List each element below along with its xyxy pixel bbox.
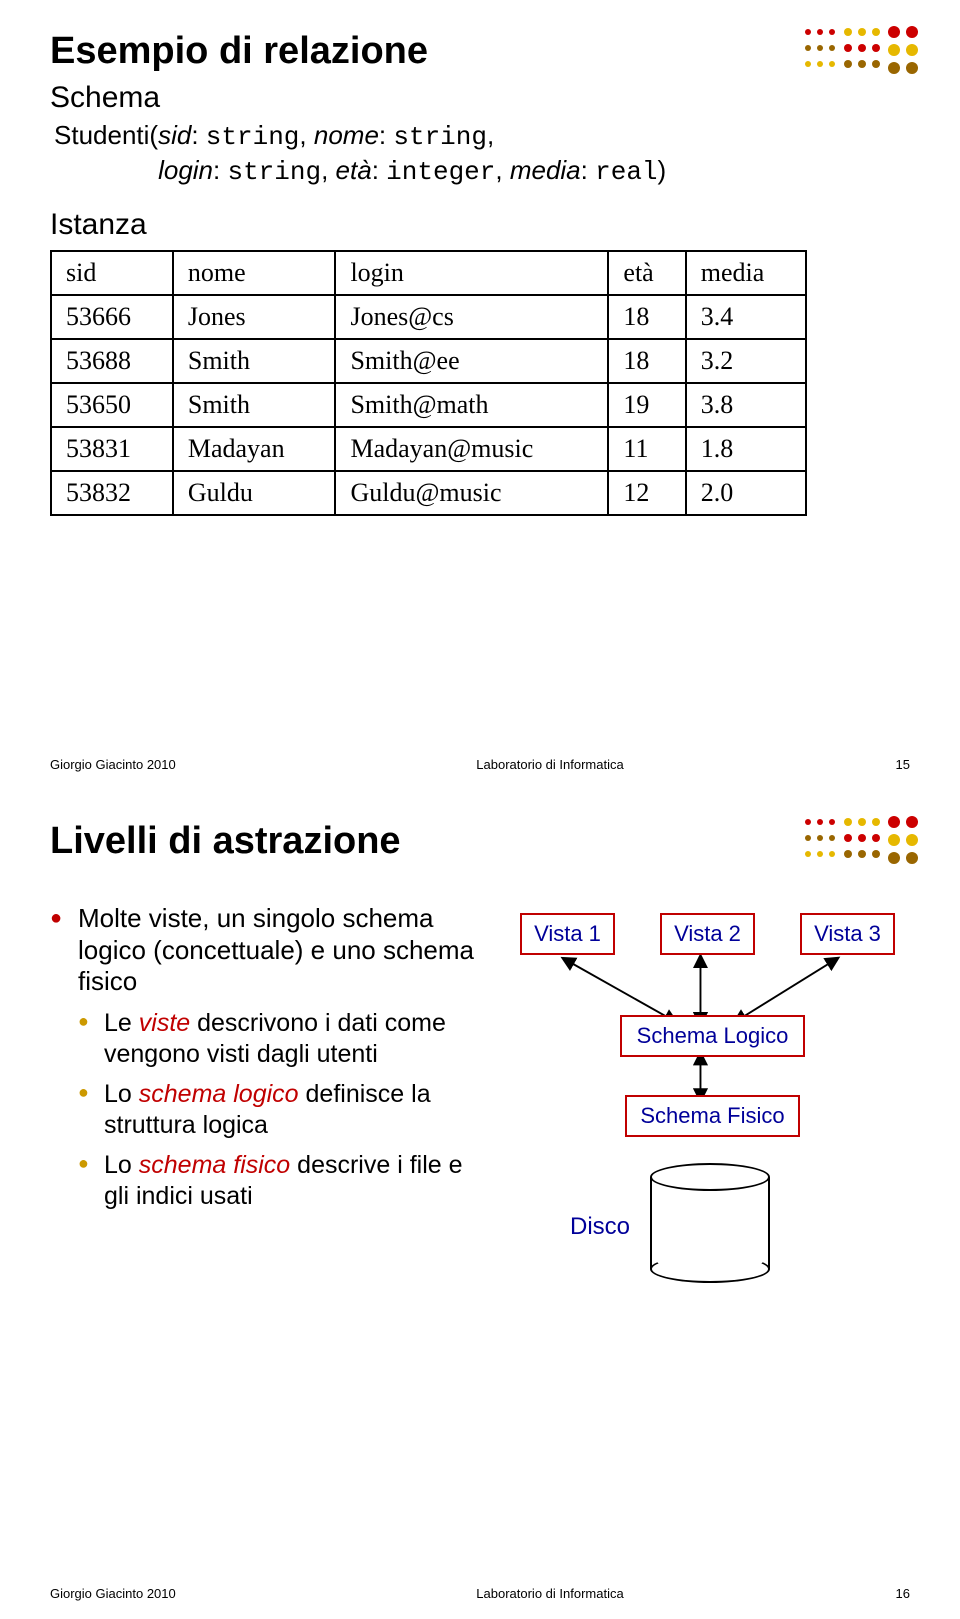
table-cell: Smith xyxy=(173,339,336,383)
sub3-em: schema fisico xyxy=(139,1151,290,1179)
slide-title: Esempio di relazione xyxy=(50,30,910,73)
footer-title: Laboratorio di Informatica xyxy=(250,757,850,772)
col-nome: nome xyxy=(173,251,336,295)
table-cell: 53666 xyxy=(51,295,173,339)
abstraction-diagram: Vista 1 Vista 2 Vista 3 Schema Logico Sc… xyxy=(510,903,910,1323)
col-sid: sid xyxy=(51,251,173,295)
table-cell: 53832 xyxy=(51,471,173,515)
schema-label: Schema xyxy=(50,81,910,115)
table-cell: 3.2 xyxy=(686,339,806,383)
sub2-pre: Lo xyxy=(104,1080,139,1108)
sub1-pre: Le xyxy=(104,1009,139,1037)
table-cell: Jones@cs xyxy=(335,295,608,339)
slide-footer: Giorgio Giacinto 2010 Laboratorio di Inf… xyxy=(50,757,910,772)
slide-1: Esempio di relazione Schema Studenti(sid… xyxy=(0,0,960,790)
table-row: 53688SmithSmith@ee183.2 xyxy=(51,339,806,383)
table-cell: Smith@ee xyxy=(335,339,608,383)
table-cell: Madayan xyxy=(173,427,336,471)
footer-author: Giorgio Giacinto 2010 xyxy=(50,757,250,772)
table-cell: Guldu@music xyxy=(335,471,608,515)
table-cell: 53650 xyxy=(51,383,173,427)
table-cell: 18 xyxy=(608,295,685,339)
table-row: 53650SmithSmith@math193.8 xyxy=(51,383,806,427)
table-cell: 1.8 xyxy=(686,427,806,471)
disk-icon xyxy=(650,1163,770,1283)
instance-table: sid nome login età media 53666JonesJones… xyxy=(50,250,807,516)
slide-footer: Giorgio Giacinto 2010 Laboratorio di Inf… xyxy=(50,1586,910,1601)
schema-text-line2: login: string, età: integer, media: real… xyxy=(158,155,666,185)
bullet-main-text: Molte viste, un singolo schema logico (c… xyxy=(78,903,474,996)
table-cell: 18 xyxy=(608,339,685,383)
table-cell: 11 xyxy=(608,427,685,471)
schema-text: Studenti(sid: string, nome: string, xyxy=(54,120,494,150)
table-cell: 3.4 xyxy=(686,295,806,339)
sub-bullet-logico: Lo schema logico definisce la struttura … xyxy=(78,1079,490,1140)
vista-2-box: Vista 2 xyxy=(660,913,755,955)
col-eta: età xyxy=(608,251,685,295)
sub1-em: viste xyxy=(139,1009,190,1037)
bullet-list: Molte viste, un singolo schema logico (c… xyxy=(50,903,490,1323)
table-body: 53666JonesJones@cs183.453688SmithSmith@e… xyxy=(51,295,806,515)
table-row: 53832GulduGuldu@music122.0 xyxy=(51,471,806,515)
footer-pagenum: 16 xyxy=(850,1586,910,1601)
slide-body: Molte viste, un singolo schema logico (c… xyxy=(50,903,910,1323)
table-cell: Guldu xyxy=(173,471,336,515)
col-media: media xyxy=(686,251,806,295)
col-login: login xyxy=(335,251,608,295)
istanza-label: Istanza xyxy=(50,208,910,242)
table-row: 53666JonesJones@cs183.4 xyxy=(51,295,806,339)
footer-title: Laboratorio di Informatica xyxy=(250,1586,850,1601)
schema-logico-box: Schema Logico xyxy=(620,1015,805,1057)
slide-title: Livelli di astrazione xyxy=(50,820,910,863)
sub-bullet-fisico: Lo schema fisico descrive i file e gli i… xyxy=(78,1150,490,1211)
corner-dots-decoration xyxy=(798,808,928,888)
table-cell: 2.0 xyxy=(686,471,806,515)
table-cell: 19 xyxy=(608,383,685,427)
table-row: 53831MadayanMadayan@music111.8 xyxy=(51,427,806,471)
vista-3-box: Vista 3 xyxy=(800,913,895,955)
table-cell: 3.8 xyxy=(686,383,806,427)
sub-bullet-viste: Le viste descrivono i dati come vengono … xyxy=(78,1008,490,1069)
schema-definition: Studenti(sid: string, nome: string, Stud… xyxy=(54,119,910,188)
table-cell: 53688 xyxy=(51,339,173,383)
schema-fisico-box: Schema Fisico xyxy=(625,1095,800,1137)
table-header-row: sid nome login età media xyxy=(51,251,806,295)
footer-pagenum: 15 xyxy=(850,757,910,772)
sub2-em: schema logico xyxy=(139,1080,299,1108)
bullet-main: Molte viste, un singolo schema logico (c… xyxy=(50,903,490,1211)
table-cell: Madayan@music xyxy=(335,427,608,471)
slide-2: Livelli di astrazione Molte viste, un si… xyxy=(0,790,960,1619)
table-cell: 53831 xyxy=(51,427,173,471)
table-cell: Smith xyxy=(173,383,336,427)
table-cell: 12 xyxy=(608,471,685,515)
table-cell: Smith@math xyxy=(335,383,608,427)
sub3-pre: Lo xyxy=(104,1151,139,1179)
vista-1-box: Vista 1 xyxy=(520,913,615,955)
disk-label: Disco xyxy=(570,1213,630,1241)
corner-dots-decoration xyxy=(798,18,928,98)
table-cell: Jones xyxy=(173,295,336,339)
footer-author: Giorgio Giacinto 2010 xyxy=(50,1586,250,1601)
